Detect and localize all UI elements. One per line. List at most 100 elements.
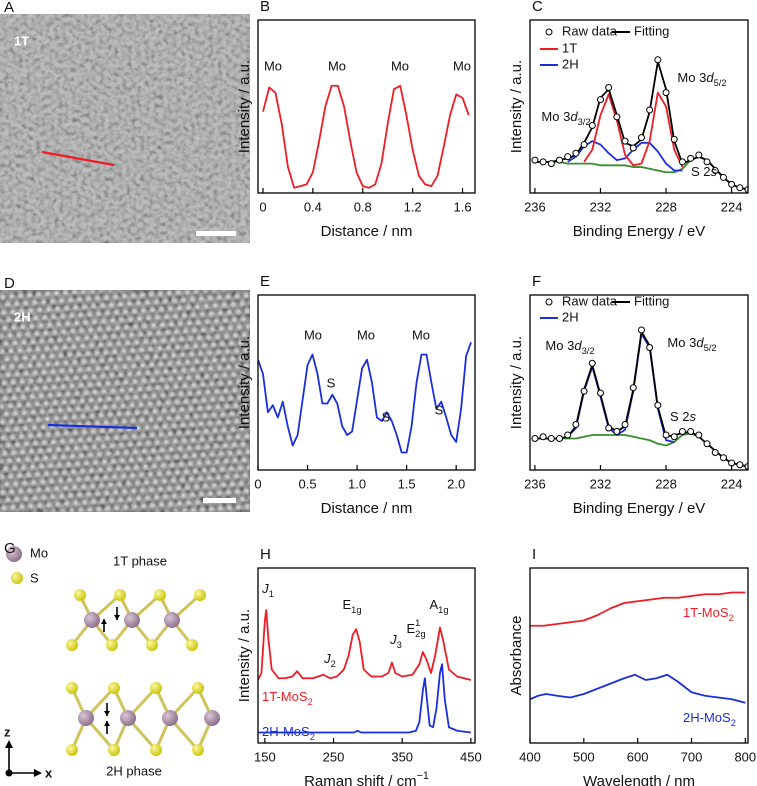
data-point <box>556 156 564 164</box>
arrow-head <box>104 721 110 726</box>
text-part: 2 <box>729 613 734 623</box>
series-label: 1T-MoS2 <box>683 605 734 623</box>
data-point <box>736 461 744 469</box>
legend-text: S <box>30 570 39 585</box>
data-line <box>258 341 472 454</box>
x-tick-label: 0 <box>254 476 261 491</box>
x-tick-label: 700 <box>681 749 703 764</box>
text-part: s <box>711 164 718 179</box>
s-atom <box>192 744 204 756</box>
x-tick-label: 228 <box>655 476 677 491</box>
axis-origin <box>5 769 13 777</box>
text-part: −1 <box>417 770 429 782</box>
data-point <box>703 158 711 166</box>
annotation: J2 <box>323 651 336 669</box>
s-atom <box>66 744 78 756</box>
data-point <box>654 56 662 64</box>
arrow-head <box>104 711 110 716</box>
panel-letter: E <box>260 273 270 290</box>
data-point <box>687 154 695 162</box>
legend-text: Mo <box>30 545 48 560</box>
x-tick-label: 236 <box>524 476 546 491</box>
plot-area <box>531 326 748 470</box>
data-point <box>580 141 588 149</box>
text-part: Mo 3 <box>667 335 696 350</box>
x-tick-label: 224 <box>721 476 743 491</box>
x-axis-title: Distance / nm <box>321 500 413 517</box>
text-part: 5/2 <box>714 78 727 88</box>
data-point <box>695 431 703 439</box>
s-atom <box>66 682 78 694</box>
text-part: 2g <box>415 629 425 639</box>
annotation: S <box>327 375 336 390</box>
data-point <box>629 384 637 392</box>
plot-area <box>258 341 472 454</box>
annotation: Mo <box>328 58 346 73</box>
x-tick-label: 150 <box>254 749 276 764</box>
text-part: 3 <box>397 640 402 650</box>
arrow-head <box>114 615 120 620</box>
data-line <box>530 591 746 627</box>
s-atom <box>11 572 23 584</box>
panel-letter: C <box>532 0 543 15</box>
data-point <box>564 153 572 161</box>
annotation: Mo 3d5/2 <box>667 335 716 353</box>
s-atom <box>108 682 120 694</box>
text-part: J <box>389 632 397 647</box>
mo-atom <box>84 612 100 628</box>
text-part: 1g <box>351 605 361 615</box>
legend-text: 1T <box>562 40 577 55</box>
text-part: d <box>696 335 704 350</box>
annotation: E1g <box>342 597 361 615</box>
data-point <box>744 463 748 470</box>
annotation: Mo 3d3/2 <box>545 338 594 356</box>
data-point <box>613 113 621 121</box>
plot-frame <box>529 294 749 471</box>
text-part: 2 <box>308 697 313 707</box>
data-point <box>588 122 596 130</box>
data-point <box>539 433 547 441</box>
data-point <box>719 454 727 462</box>
data-point <box>556 435 564 442</box>
data-point <box>629 144 637 152</box>
data-point <box>646 106 654 114</box>
data-point <box>637 326 645 334</box>
x-axis-title: Raman shift / cm−1 <box>304 770 429 786</box>
axis-name: z <box>4 724 11 739</box>
data-point <box>572 149 580 157</box>
y-axis-title: Intensity / a.u. <box>236 336 253 429</box>
x-tick-label: 1.0 <box>348 476 366 491</box>
panel-letter: I <box>532 546 536 563</box>
text-part: S 2 <box>670 409 690 424</box>
s-atom <box>150 744 162 756</box>
data-point <box>662 89 670 97</box>
data-point <box>564 431 572 439</box>
s-atom <box>66 639 78 651</box>
data-point <box>588 359 596 367</box>
phase-title: 2H phase <box>106 763 162 778</box>
text-part: 2 <box>731 718 736 728</box>
text-part: d <box>574 338 582 353</box>
plot-frame <box>257 567 476 744</box>
text-part: J <box>323 651 331 666</box>
x-tick-label: 0.5 <box>299 476 317 491</box>
x-tick-label: 800 <box>734 749 756 764</box>
data-point <box>687 428 695 435</box>
data-point <box>736 184 744 192</box>
x-tick-label: 600 <box>627 749 649 764</box>
mo-atom <box>124 612 140 628</box>
annotation: Mo <box>304 327 322 342</box>
tem-image-1t <box>0 14 250 243</box>
x-tick-label: 500 <box>573 749 595 764</box>
data-point <box>670 433 678 441</box>
s-atom <box>146 639 158 651</box>
mo-atom <box>78 710 94 726</box>
data-point <box>654 401 662 409</box>
series-label: 2H-MoS2 <box>262 724 315 742</box>
y-axis-title: Intensity / a.u. <box>508 60 525 153</box>
x-tick-label: 1.6 <box>453 199 471 214</box>
x-tick-label: 1.5 <box>398 476 416 491</box>
data-point <box>621 421 629 428</box>
plot-frame <box>257 19 476 194</box>
